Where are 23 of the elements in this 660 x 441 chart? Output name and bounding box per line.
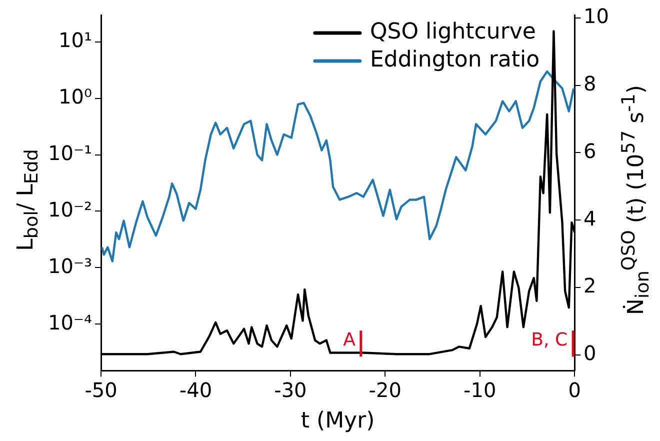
y2-tick-label: 8 (584, 72, 596, 96)
ref-line-label: A (343, 329, 356, 350)
y-tick-label: 10¹ (58, 28, 92, 52)
x-tick-label: -10 (464, 378, 496, 402)
x-tick-label: -50 (84, 378, 118, 402)
y2-tick-label: 10 (584, 4, 610, 28)
y-tick-label: 10⁻¹ (48, 141, 92, 165)
y2-tick-label: 6 (584, 138, 596, 163)
y2-tick-label: 4 (584, 206, 596, 230)
legend-label: Eddington ratio (370, 48, 540, 73)
x-axis-title: t (Myr) (300, 408, 375, 434)
legend-label: QSO lightcurve (370, 20, 536, 45)
x-tick-label: -30 (274, 378, 307, 402)
y-tick-label: 10⁻² (48, 197, 92, 222)
y-tick-label: 10⁻³ (48, 254, 92, 278)
x-tick-label: -40 (179, 378, 212, 402)
y-tick-label: 10⁻⁴ (48, 310, 92, 334)
y2-tick-label: 0 (584, 340, 596, 365)
ref-line-label: B, C (531, 329, 568, 350)
x-tick-label: -20 (368, 378, 402, 402)
y2-tick-label: 2 (584, 274, 596, 298)
y-tick-label: 10⁰ (58, 84, 92, 109)
x-tick-label: 0 (568, 378, 581, 402)
